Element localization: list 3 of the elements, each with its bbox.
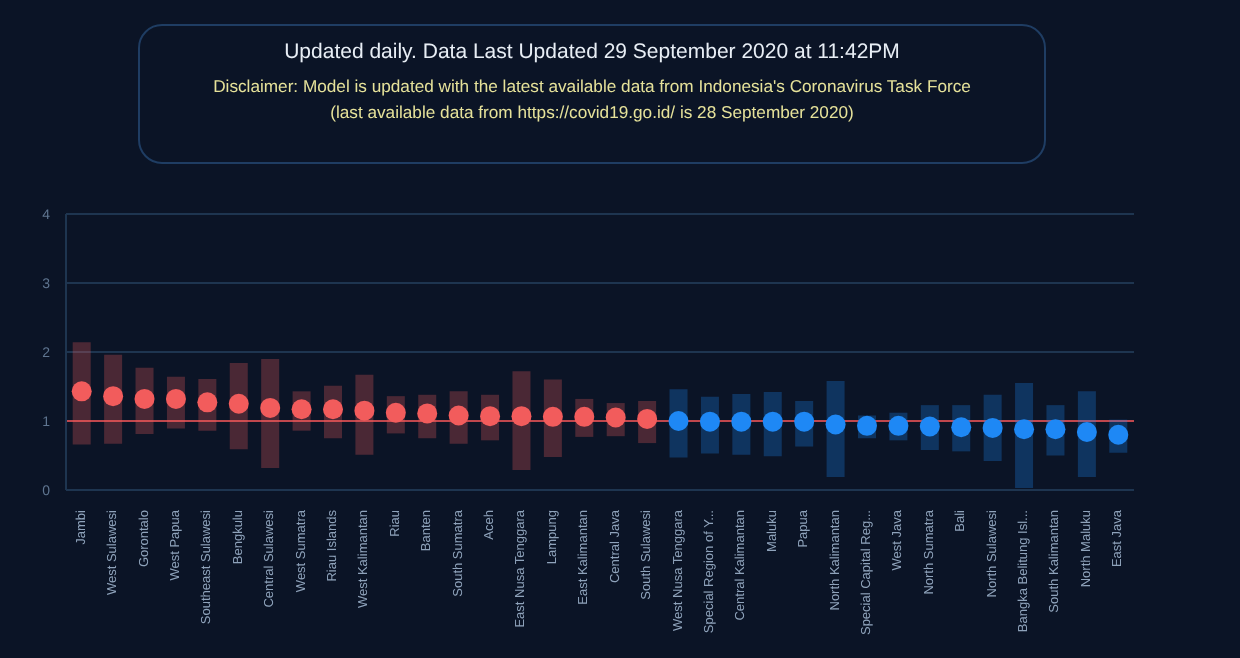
text-panel: Updated daily. Data Last Updated 29 September 2020 at 11:42PM Disclaimer: Model is updated with the latest available data from Indonesia's Coronavirus Task Force (last available data from https://covid19.go.id/ is 28 September 2020) xyxy=(138,24,1046,164)
chart-subtitle: Disclaimer: Model is updated with the latest available data from Indonesia's Coronavirus Task Force (last available data from https://covid19.go.id/ is 28 September 2020) xyxy=(211,74,973,124)
chart-title: Updated daily. Data Last Updated 29 September 2020 at 11:42PM xyxy=(282,40,902,64)
